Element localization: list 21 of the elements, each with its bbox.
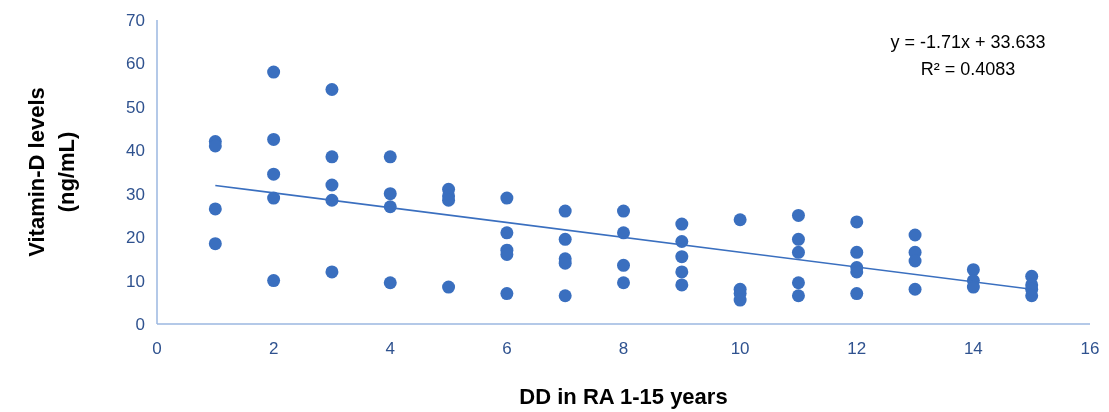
y-tick-label: 60 (126, 54, 145, 74)
y-tick-label: 70 (126, 10, 145, 30)
y-tick-label: 30 (126, 184, 145, 204)
x-axis-title: DD in RA 1-15 years (519, 384, 728, 409)
y-tick-label: 10 (126, 271, 145, 291)
x-tick-label: 2 (268, 339, 279, 358)
x-tick-label: 12 (847, 339, 867, 358)
x-tick-label: 0 (152, 339, 162, 358)
annotation: R² = 0.4083 (920, 59, 1016, 79)
x-tick-label: 8 (618, 339, 629, 358)
x-tick-label: 6 (502, 339, 512, 358)
x-tick-label: 16 (1080, 339, 1100, 358)
y-tick-label: 20 (126, 228, 145, 248)
y-axis-title: Vitamin-D levels (ng/mL) (24, 87, 79, 257)
y-tick-label: 0 (135, 314, 145, 334)
y-tick-label: 40 (126, 141, 145, 161)
x-tick-label: 4 (385, 339, 395, 358)
x-tick-label: 10 (730, 339, 750, 358)
annotation: y = -1.71x + 33.633 (890, 32, 1046, 52)
x-tick-label: 14 (963, 339, 983, 358)
y-tick-label: 50 (126, 97, 145, 117)
